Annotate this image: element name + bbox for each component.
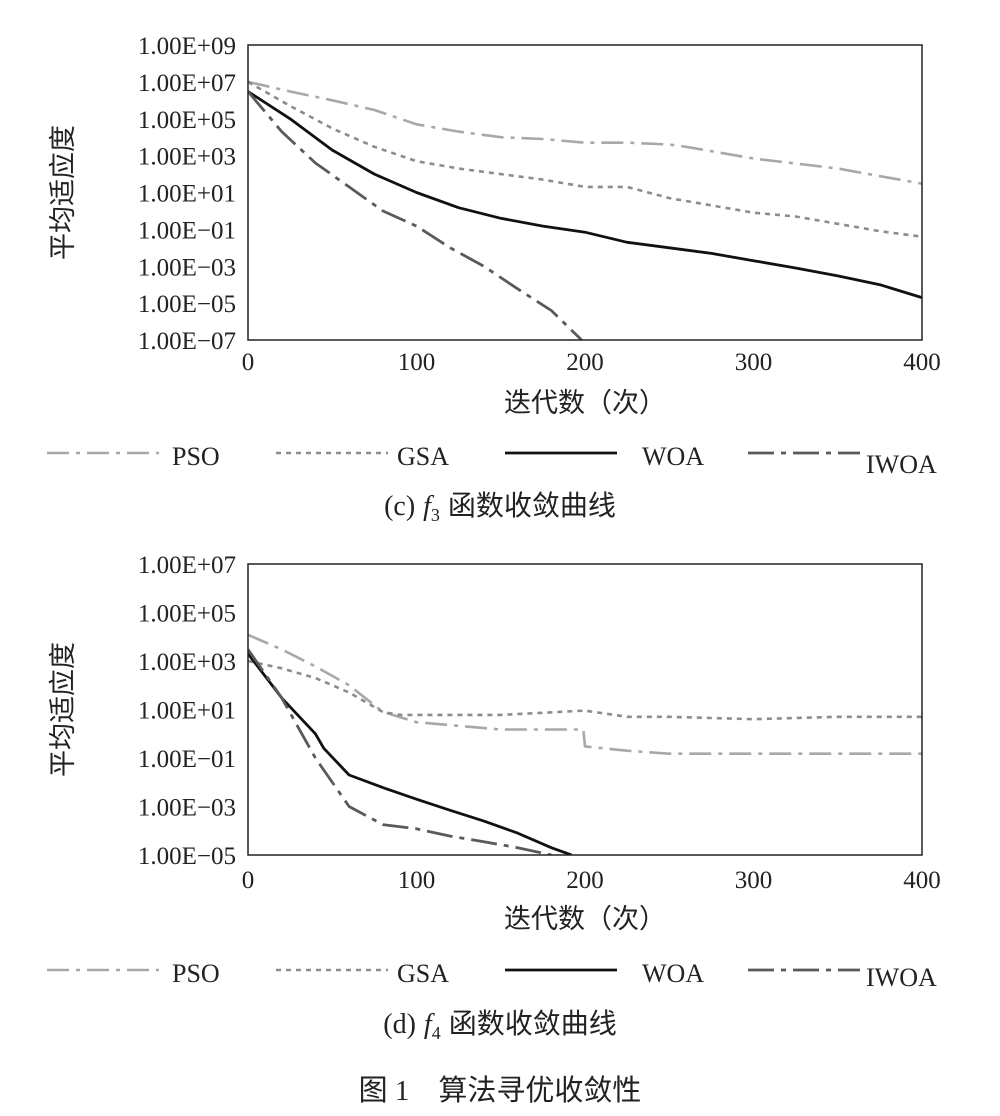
- caption-text: 函数收敛曲线: [448, 490, 616, 522]
- plot-frame: [247, 44, 923, 341]
- y-tick-label: 1.00E+03: [138, 649, 236, 676]
- series-line-pso: [248, 633, 922, 756]
- x-tick-label: 400: [903, 867, 941, 894]
- x-axis-title: 迭代数（次）: [504, 388, 666, 418]
- caption-subscript: 3: [431, 505, 440, 525]
- chart-f3: 1.00E+09 1.00E+07 1.00E+05 1.00E+03 1.00E+01…: [47, 33, 941, 525]
- x-axis-title: 迭代数（次）: [504, 904, 666, 934]
- y-tick-label: 1.00E−05: [138, 843, 236, 870]
- series-line-iwoa: [248, 648, 552, 855]
- caption-prefix: (d): [383, 1009, 416, 1040]
- figure-caption: 图 1 算法寻优收敛性: [359, 1074, 642, 1107]
- y-tick-label: 1.00E−03: [138, 254, 236, 281]
- legend-label-gsa: GSA: [397, 442, 449, 471]
- y-tick-label: 1.00E−01: [138, 217, 236, 244]
- plot-lines: [248, 80, 922, 340]
- x-tick-label: 400: [903, 349, 941, 376]
- legend: PSO GSA WOA IWOA: [47, 959, 937, 992]
- caption-prefix: (c): [384, 491, 415, 522]
- y-tick-label: 1.00E+03: [138, 144, 236, 171]
- caption-subscript: 4: [432, 1023, 441, 1043]
- y-tick-label: 1.00E−05: [138, 291, 236, 318]
- y-tick-label: 1.00E+07: [138, 552, 236, 579]
- y-tick-label: 1.00E+05: [138, 107, 236, 134]
- x-tick-label: 0: [242, 349, 255, 376]
- x-tick-label: 300: [735, 867, 773, 894]
- x-tick-label: 0: [242, 867, 255, 894]
- caption-function: f: [423, 491, 434, 522]
- series-line-woa: [248, 652, 572, 855]
- legend-label-iwoa: IWOA: [866, 450, 937, 479]
- series-line-gsa: [248, 659, 922, 721]
- x-tick-label: 100: [398, 867, 436, 894]
- x-tick-label: 300: [735, 349, 773, 376]
- y-tick-label: 1.00E−03: [138, 795, 236, 822]
- plot-lines: [248, 633, 922, 855]
- y-axis-title: 平均适应度: [48, 125, 78, 260]
- series-line-iwoa: [248, 90, 583, 340]
- plot-frame: [247, 563, 923, 856]
- legend-label-gsa: GSA: [397, 959, 449, 988]
- legend-label-pso: PSO: [172, 959, 220, 988]
- legend-label-woa: WOA: [642, 959, 704, 988]
- y-tick-label: 1.00E+05: [138, 601, 236, 628]
- legend: PSO GSA WOA IWOA: [47, 442, 937, 479]
- x-tick-label: 200: [566, 867, 604, 894]
- x-tick-label: 200: [566, 349, 604, 376]
- y-axis-title: 平均适应度: [48, 642, 78, 777]
- series-line-pso: [248, 80, 922, 185]
- x-tick-label: 100: [398, 349, 436, 376]
- y-tick-label: 1.00E+09: [138, 33, 236, 60]
- caption-text: 函数收敛曲线: [449, 1008, 617, 1040]
- caption-function: f: [424, 1009, 435, 1040]
- chart-f4: 1.00E+07 1.00E+05 1.00E+03 1.00E+01 1.00E−01…: [47, 552, 941, 1043]
- subfigure-caption: (d) f4 函数收敛曲线: [383, 1008, 616, 1043]
- y-tick-label: 1.00E+01: [138, 698, 236, 725]
- y-tick-label: 1.00E+01: [138, 181, 236, 208]
- legend-label-woa: WOA: [642, 442, 704, 471]
- legend-label-iwoa: IWOA: [866, 963, 937, 992]
- y-tick-label: 1.00E+07: [138, 70, 236, 97]
- series-line-gsa: [248, 80, 922, 238]
- subfigure-caption: (c) f3 函数收敛曲线: [384, 490, 616, 525]
- y-tick-label: 1.00E−07: [138, 328, 236, 355]
- legend-label-pso: PSO: [172, 442, 220, 471]
- y-tick-label: 1.00E−01: [138, 746, 236, 773]
- series-line-woa: [248, 90, 922, 299]
